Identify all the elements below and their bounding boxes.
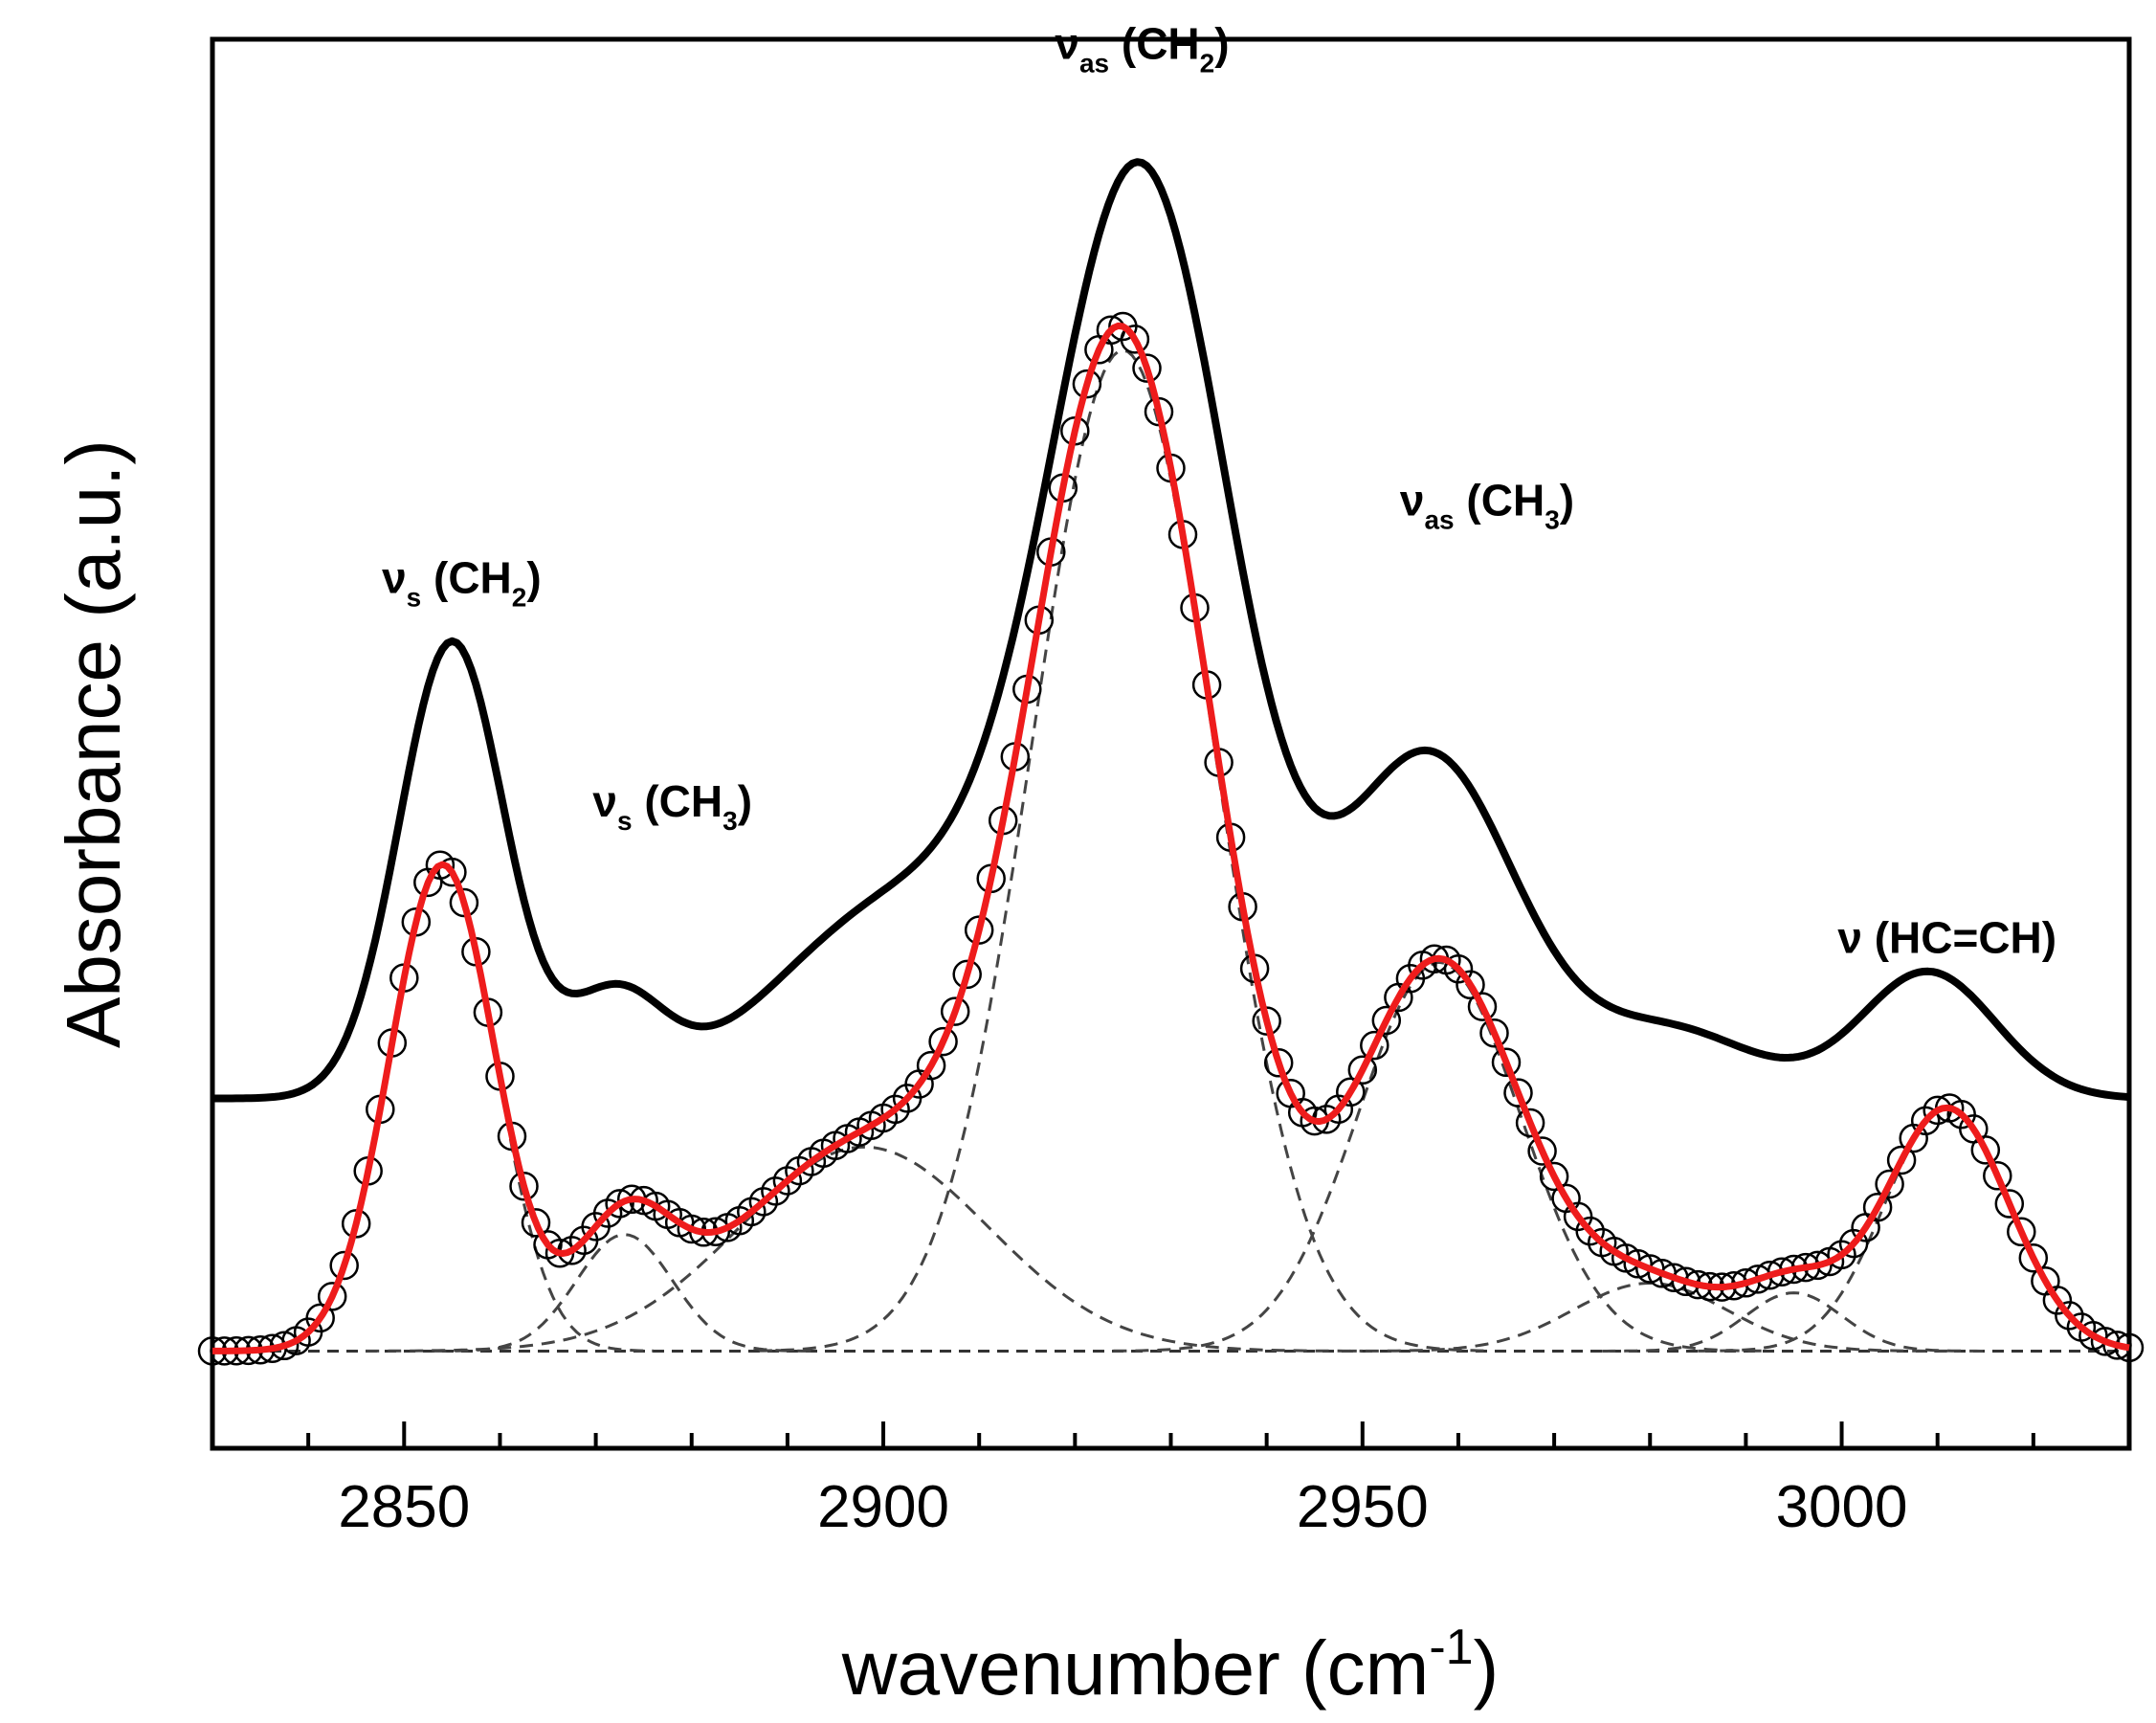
data-point [952, 959, 982, 990]
data-point [1072, 369, 1102, 399]
x-tick-label: 2900 [817, 1474, 949, 1540]
data-point [1755, 1260, 1785, 1290]
data-point [1575, 1216, 1605, 1246]
annotation-v-hc-ch: ν (HC=CH) [1837, 912, 2056, 962]
data-point [605, 1189, 634, 1219]
data-point [1563, 1201, 1593, 1232]
data-point [1263, 1048, 1294, 1078]
data-point [1443, 953, 1474, 984]
data-point [1347, 1055, 1378, 1085]
data-point [928, 1026, 958, 1057]
data-point [1336, 1077, 1366, 1108]
data-point [1371, 1005, 1402, 1036]
cumulative-fit-line [212, 322, 2130, 1354]
data-point [2102, 1331, 2132, 1360]
data-point [880, 1094, 910, 1125]
data-point [2042, 1286, 2073, 1315]
x-tick-label: 2950 [1297, 1474, 1429, 1540]
data-point [1515, 1108, 1545, 1138]
x-axis-label: wavenumber (cm-1) [841, 1620, 1499, 1711]
fitted-component-curve [1113, 960, 1766, 1353]
peak-annotations-layer: νs (CH2) νs (CH3) νas (CH2) νas (CH3) ν (HC=… [382, 18, 2056, 962]
cumulative-fit-layer [212, 322, 2130, 1354]
data-point [1539, 1161, 1569, 1192]
x-axis-tick-labels: 2850 2900 2950 3000 [338, 1474, 1907, 1540]
annotation-vas-ch2: νas (CH2) [1055, 18, 1229, 78]
fitted-component-curve [1343, 1281, 1957, 1353]
data-point [940, 996, 970, 1026]
x-axis-label-sup: -1 [1429, 1620, 1473, 1675]
data-point [2055, 1301, 2084, 1331]
data-point [449, 887, 479, 918]
fitted-component-curve [433, 1233, 816, 1353]
data-point [1360, 1030, 1389, 1061]
data-point [1862, 1192, 1893, 1222]
data-point [1120, 324, 1150, 354]
fitted-component-curve [1602, 1291, 1986, 1353]
fitted-component-curve [758, 348, 1487, 1353]
annotation-vas-ch3: νas (CH3) [1400, 475, 1574, 534]
data-point [329, 1250, 359, 1281]
data-point [1503, 1078, 1533, 1108]
data-point [1132, 353, 1162, 383]
data-point [2018, 1242, 2049, 1273]
data-point [2090, 1327, 2121, 1356]
data-point [1946, 1099, 1976, 1130]
data-point [317, 1282, 347, 1311]
data-point [1456, 970, 1485, 1000]
y-axis-label: Absorbance (a.u.) [51, 439, 136, 1048]
data-point [521, 1208, 551, 1238]
annotation-vs-ch3: νs (CH3) [592, 776, 752, 836]
annotation-vs-ch2: νs (CH2) [382, 553, 542, 613]
data-point [1671, 1266, 1701, 1297]
data-point [1479, 1018, 1509, 1048]
fitted-component-curve [231, 863, 654, 1353]
data-point [1983, 1161, 2012, 1191]
data-point [1467, 992, 1498, 1021]
data-point [1875, 1169, 1904, 1199]
measured-spectrum-line [212, 158, 2130, 1103]
data-point [1491, 1047, 1522, 1078]
data-point [2007, 1217, 2036, 1247]
x-axis-ticks [306, 1421, 2035, 1448]
x-axis-label-end: ) [1474, 1625, 1500, 1711]
data-point [437, 857, 467, 887]
x-tick-label: 2850 [338, 1474, 470, 1540]
data-point [916, 1050, 946, 1081]
fitted-component-curve [366, 1145, 1363, 1353]
data-point [1994, 1189, 2025, 1219]
data-point [1970, 1135, 2001, 1165]
data-point [1886, 1145, 1917, 1175]
x-tick-label: 3000 [1776, 1474, 1908, 1540]
data-point [1527, 1136, 1557, 1166]
x-axis-label-text: wavenumber (cm [841, 1625, 1430, 1711]
measured-spectrum-layer [212, 158, 2130, 1103]
